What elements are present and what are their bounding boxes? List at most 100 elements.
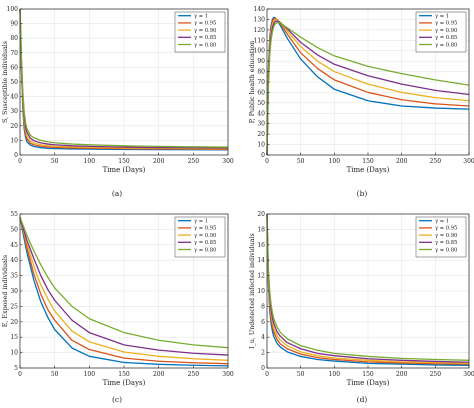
- legend-entry: γ = 0.80: [194, 247, 216, 253]
- legend: γ = 1γ = 0.95γ = 0.90γ = 0.85γ = 0.80: [415, 11, 467, 53]
- x-tick-label: 200: [153, 158, 165, 165]
- panel-caption: (b): [357, 189, 368, 198]
- legend: γ = 1γ = 0.95γ = 0.90γ = 0.85γ = 0.80: [174, 11, 226, 53]
- series-line-5: [266, 213, 470, 361]
- chart-panel-1: 0 50 100 150 200 250 300 0 10 20 30 40 50 60 70 80 90 100…: [2, 6, 234, 198]
- y-tick-label: 0: [261, 365, 265, 372]
- x-tick-label: 50: [51, 158, 59, 165]
- panel-caption: (a): [112, 189, 122, 198]
- legend-entry: γ = 0.85: [194, 240, 216, 246]
- y-tick-label: 20: [257, 131, 265, 138]
- y-tick-label: 100: [7, 6, 19, 13]
- y-tick-label: 60: [257, 89, 265, 96]
- legend-entry: γ = 0.90: [194, 28, 216, 34]
- legend-entry: γ = 0.95: [435, 226, 457, 232]
- legend-entry: γ = 1: [435, 219, 449, 225]
- x-tick-label: 0: [18, 158, 22, 165]
- x-tick-label: 0: [265, 158, 269, 165]
- legend-entry: γ = 0.85: [194, 35, 216, 41]
- series-line-1: [19, 216, 229, 367]
- legend-entry: γ = 0.95: [435, 21, 457, 27]
- x-tick-label: 300: [463, 371, 474, 378]
- y-tick-label: 30: [10, 288, 18, 295]
- y-tick-label: 14: [257, 257, 265, 264]
- y-tick-label: 4: [261, 334, 265, 341]
- y-tick-label: 50: [257, 100, 265, 107]
- y-tick-label: 60: [10, 64, 18, 71]
- x-tick-label: 100: [84, 158, 96, 165]
- series-line-5: [266, 21, 470, 156]
- y-tick-label: 100: [254, 48, 266, 55]
- series-line-2: [19, 216, 229, 365]
- y-tick-label: 16: [257, 242, 265, 249]
- y-tick-label: 110: [254, 37, 266, 44]
- y-tick-label: 15: [10, 334, 18, 341]
- legend-entry: γ = 0.95: [194, 226, 216, 232]
- x-tick-label: 100: [84, 371, 96, 378]
- y-tick-label: 30: [10, 108, 18, 115]
- x-axis-label: Time (Days): [347, 379, 390, 387]
- legend: γ = 1γ = 0.95γ = 0.90γ = 0.85γ = 0.80: [415, 216, 467, 258]
- y-tick-label: 80: [257, 69, 265, 76]
- legend-entry: γ = 0.80: [435, 247, 457, 253]
- x-tick-label: 200: [153, 371, 165, 378]
- x-tick-label: 300: [222, 371, 234, 378]
- x-tick-label: 300: [222, 158, 234, 165]
- y-tick-label: 0: [261, 152, 265, 159]
- y-tick-label: 20: [257, 211, 265, 218]
- x-tick-label: 50: [297, 371, 305, 378]
- y-axis-label: E, Exposed individuals: [2, 255, 9, 327]
- chart-panel-3: 0 50 100 150 200 250 300 5 10 15 20 25 30 35 40 45 50 55 T…: [2, 211, 234, 404]
- x-axis-label: Time (Days): [103, 166, 146, 174]
- x-tick-label: 300: [463, 158, 474, 165]
- y-tick-label: 40: [257, 110, 265, 117]
- y-axis-label: S, Susceptible individuals: [2, 41, 9, 123]
- x-tick-label: 100: [329, 158, 341, 165]
- y-axis-label: P, Public health education: [249, 41, 256, 123]
- y-tick-label: 2: [261, 350, 265, 357]
- legend-entry: γ = 1: [194, 219, 208, 225]
- x-axis-label: Time (Days): [103, 379, 146, 387]
- y-tick-label: 25: [10, 303, 18, 310]
- y-tick-label: 70: [257, 79, 265, 86]
- y-tick-label: 10: [257, 142, 265, 149]
- chart-panel-4: 0 50 100 150 200 250 300 0 2 4 6 8 10 12 14 16 18 20 Time …: [249, 211, 474, 404]
- y-tick-label: 10: [10, 137, 18, 144]
- y-tick-label: 20: [10, 123, 18, 130]
- panel-caption: (d): [357, 395, 368, 404]
- y-tick-label: 10: [10, 350, 18, 357]
- x-tick-label: 0: [265, 371, 269, 378]
- y-tick-label: 140: [254, 6, 266, 13]
- legend-entry: γ = 0.90: [435, 28, 457, 34]
- legend-entry: γ = 0.80: [194, 42, 216, 48]
- y-tick-label: 8: [261, 303, 265, 310]
- y-tick-label: 35: [10, 273, 18, 280]
- x-tick-label: 250: [188, 158, 200, 165]
- y-tick-label: 130: [254, 16, 266, 23]
- y-tick-label: 70: [10, 50, 18, 57]
- y-tick-label: 5: [14, 365, 18, 372]
- legend-entry: γ = 1: [194, 14, 208, 20]
- y-tick-label: 45: [10, 242, 18, 249]
- y-tick-label: 18: [257, 226, 265, 233]
- legend-entry: γ = 1: [435, 14, 449, 20]
- y-tick-label: 80: [10, 35, 18, 42]
- legend-entry: γ = 0.95: [194, 21, 216, 27]
- y-tick-label: 40: [10, 94, 18, 101]
- legend-entry: γ = 0.90: [194, 233, 216, 239]
- y-tick-label: 120: [254, 27, 266, 34]
- legend: γ = 1γ = 0.95γ = 0.90γ = 0.85γ = 0.80: [174, 216, 226, 258]
- x-tick-label: 150: [118, 371, 130, 378]
- x-tick-label: 0: [18, 371, 22, 378]
- series-line-3: [19, 216, 229, 361]
- series-line-5: [19, 8, 229, 148]
- x-tick-label: 250: [430, 371, 442, 378]
- legend-box: [415, 11, 467, 53]
- x-axis-label: Time (Days): [347, 166, 390, 174]
- x-tick-label: 50: [51, 371, 59, 378]
- y-tick-label: 12: [257, 273, 265, 280]
- x-tick-label: 150: [362, 371, 374, 378]
- x-tick-label: 50: [297, 158, 305, 165]
- series-line-5: [19, 216, 229, 349]
